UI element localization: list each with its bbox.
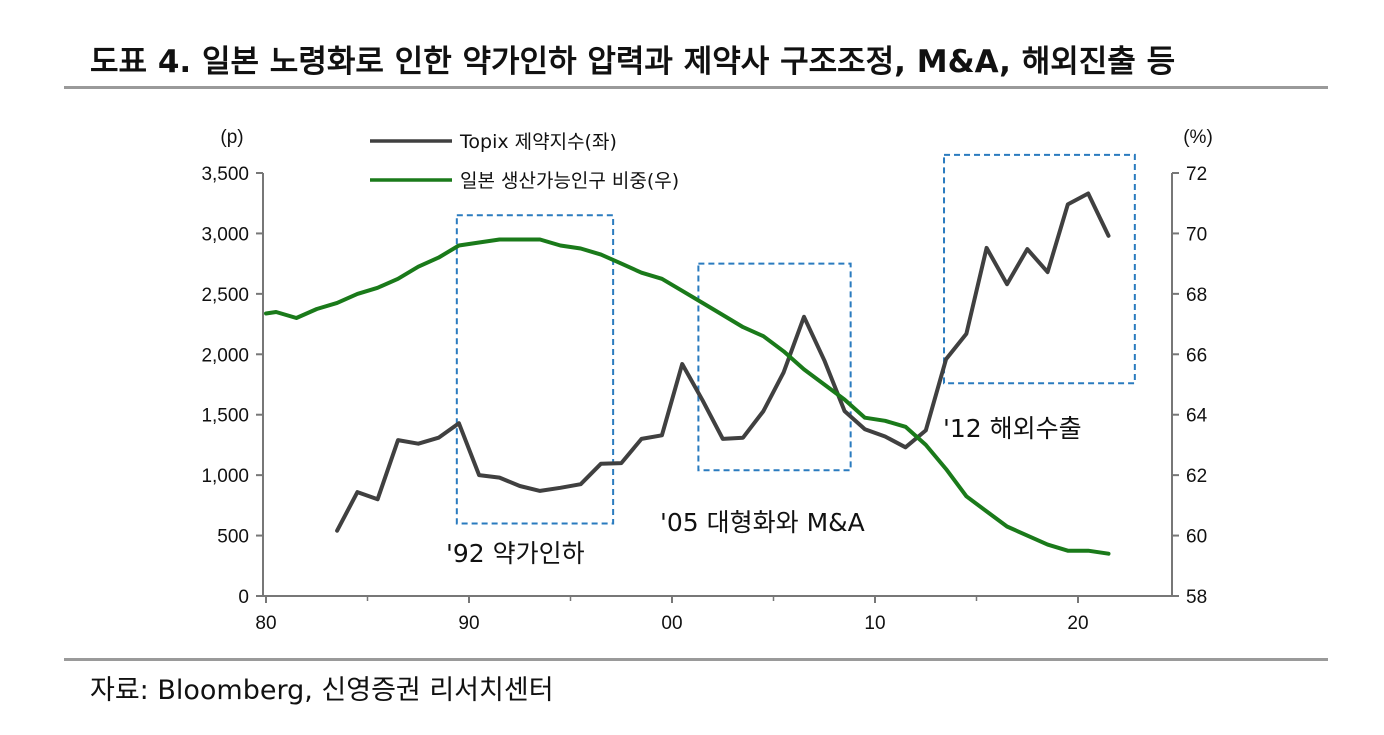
title-divider: [64, 86, 1328, 89]
left-tick-label: 0: [238, 587, 249, 608]
left-axis-unit: (p): [220, 127, 243, 148]
annotation-label: '05 대형화와 M&A: [660, 508, 865, 537]
chart-legend: Topix 제약지수(좌) 일본 생산가능인구 비중(우): [370, 131, 679, 192]
right-tick-label: 62: [1186, 466, 1207, 487]
left-tick-label: 3,000: [201, 224, 249, 245]
right-tick-label: 68: [1186, 285, 1207, 306]
annotation-label: '12 해외수출: [943, 414, 1082, 443]
right-tick-label: 72: [1186, 164, 1207, 185]
annotation-box: [697, 262, 852, 472]
footer-divider: [64, 658, 1328, 661]
series-lines: [264, 191, 1111, 556]
annotation-label: '92 약가인하: [446, 539, 585, 568]
page-title: 도표 4. 일본 노령화로 인한 약가인하 압력과 제약사 구조조정, M&A,…: [90, 44, 1176, 80]
x-tick-label: 80: [255, 613, 276, 634]
x-tick-label: 20: [1067, 613, 1088, 634]
chart-axes: 0 500 1,000 1,500 2,000 2,500 3,000 3,500 58 60 62…: [201, 164, 1207, 634]
right-tick-label: 60: [1186, 527, 1207, 548]
left-tick-label: 2,000: [201, 345, 249, 366]
left-tick-label: 1,000: [201, 466, 249, 487]
working-age-population-line: [264, 237, 1111, 556]
right-tick-label: 70: [1186, 224, 1207, 245]
right-tick-label: 64: [1186, 406, 1208, 427]
right-axis-unit: (%): [1183, 127, 1213, 148]
left-tick-label: 500: [217, 527, 249, 548]
source-note: 자료: Bloomberg, 신영증권 리서치센터: [90, 675, 554, 706]
left-tick-label: 2,500: [201, 285, 249, 306]
annotation-box: [455, 214, 615, 525]
left-tick-label: 1,500: [201, 406, 249, 427]
right-tick-label: 58: [1186, 587, 1207, 608]
legend-label-topix: Topix 제약지수(좌): [459, 131, 617, 153]
right-tick-label: 66: [1186, 345, 1207, 366]
x-tick-label: 10: [864, 613, 885, 634]
legend-label-population: 일본 생산가능인구 비중(우): [460, 170, 679, 192]
annotation-box: [943, 153, 1136, 385]
topix-pharma-line: [335, 191, 1111, 533]
x-tick-label: 90: [458, 613, 479, 634]
annotation-boxes: '92 약가인하 '05 대형화와 M&A '12 해외수출: [446, 153, 1136, 568]
left-tick-label: 3,500: [201, 164, 249, 185]
x-tick-label: 00: [661, 613, 682, 634]
